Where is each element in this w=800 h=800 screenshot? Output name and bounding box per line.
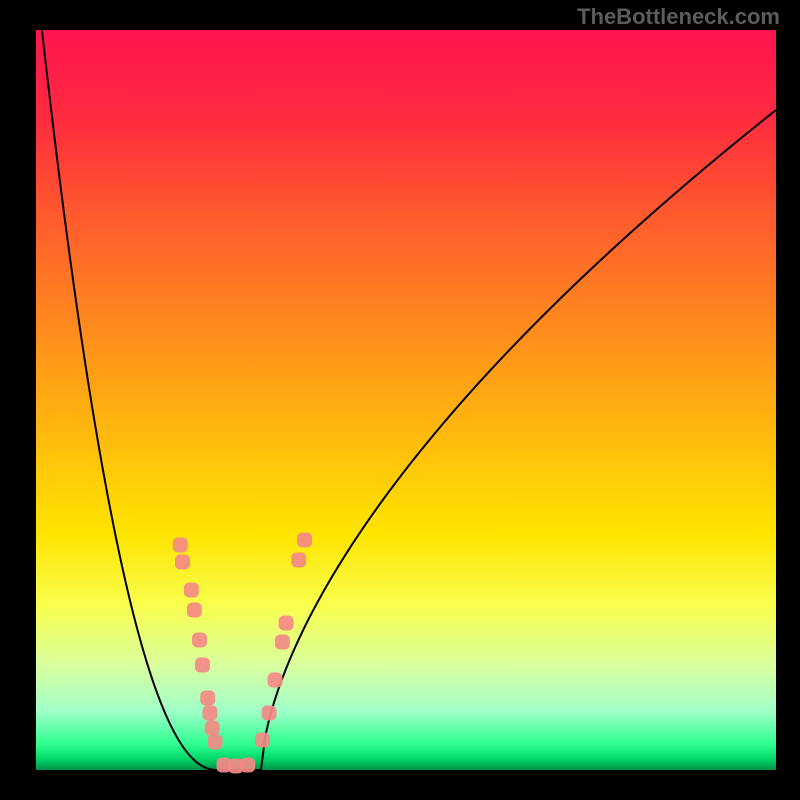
scatter-marker <box>200 691 215 706</box>
watermark-text: TheBottleneck.com <box>577 4 780 30</box>
v-curve <box>42 30 776 770</box>
scatter-marker <box>175 555 190 570</box>
scatter-marker <box>205 721 220 736</box>
scatter-marker <box>240 758 255 773</box>
scatter-marker <box>192 633 207 648</box>
scatter-marker <box>255 733 270 748</box>
scatter-marker <box>208 735 223 750</box>
scatter-marker <box>275 635 290 650</box>
scatter-marker <box>291 553 306 568</box>
scatter-marker <box>173 538 188 553</box>
scatter-marker <box>268 673 283 688</box>
chart-root: TheBottleneck.com <box>0 0 800 800</box>
scatter-marker <box>184 583 199 598</box>
scatter-marker <box>262 706 277 721</box>
scatter-marker <box>297 533 312 548</box>
scatter-markers <box>173 533 312 774</box>
plot-svg <box>0 0 800 800</box>
scatter-marker <box>187 603 202 618</box>
scatter-marker <box>195 658 210 673</box>
scatter-marker <box>202 706 217 721</box>
scatter-marker <box>279 616 294 631</box>
